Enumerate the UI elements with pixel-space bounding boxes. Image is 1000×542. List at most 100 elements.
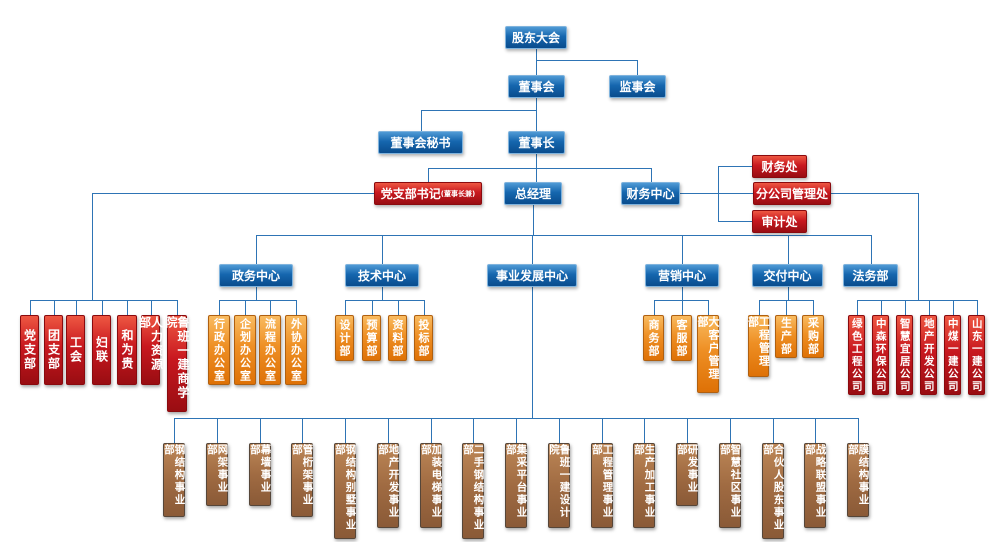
node-branch-company-admin: 分公司管理处 bbox=[753, 182, 831, 205]
node-marketing-dept-2-label: 大客户管理部 bbox=[696, 316, 720, 381]
node-party-org-0-label: 党支部 bbox=[22, 329, 37, 371]
connector-line bbox=[905, 300, 906, 315]
node-party-branch-secretary: 党支部书记 (董事长兼) bbox=[374, 182, 482, 205]
node-delivery-dept-2-label: 采购部 bbox=[806, 317, 820, 356]
connector-line bbox=[682, 235, 683, 264]
connector-line bbox=[788, 235, 789, 264]
node-business-unit-3-label: 管桁架事业部 bbox=[291, 444, 314, 507]
node-tech-dept-2-label: 资料部 bbox=[391, 318, 404, 358]
node-party-org-3: 妇联 bbox=[92, 315, 111, 385]
connector-line bbox=[245, 300, 246, 315]
connector-line bbox=[217, 418, 218, 443]
connector-line bbox=[559, 418, 560, 443]
node-chairman: 董事长 bbox=[508, 131, 565, 154]
connector-line bbox=[532, 235, 533, 264]
node-center-0: 政务中心 bbox=[219, 264, 293, 287]
node-business-unit-16: 膜结构事业部 bbox=[847, 443, 870, 517]
node-party-org-1-label: 团支部 bbox=[46, 329, 61, 371]
node-party-branch-secretary-note: (董事长兼) bbox=[440, 189, 476, 198]
node-admin-office-0-label: 行政办公室 bbox=[212, 317, 226, 383]
connector-line bbox=[602, 418, 603, 443]
node-business-unit-7: 二手钢结构事业部 bbox=[462, 443, 485, 539]
connector-line bbox=[918, 193, 919, 300]
node-business-unit-1: 网架事业部 bbox=[206, 443, 229, 506]
node-business-unit-15-label: 战略联盟事业部 bbox=[804, 444, 827, 519]
node-center-1-label: 技术中心 bbox=[357, 269, 406, 283]
node-board-of-directors: 董事会 bbox=[508, 75, 565, 98]
node-admin-office-2: 流程办公室 bbox=[259, 315, 281, 385]
node-tech-dept-3-label: 投标部 bbox=[417, 318, 430, 358]
node-admin-office-3-label: 外协办公室 bbox=[289, 317, 303, 383]
node-finance-center: 财务中心 bbox=[621, 182, 680, 205]
node-party-org-3-label: 妇联 bbox=[94, 336, 109, 364]
connector-line bbox=[151, 300, 152, 315]
node-business-unit-16-label: 膜结构事业部 bbox=[847, 444, 870, 507]
node-center-5-label: 法务部 bbox=[852, 269, 889, 283]
connector-line bbox=[421, 110, 536, 111]
node-marketing-dept-2: 大客户管理部 bbox=[696, 315, 720, 393]
node-marketing-dept-1: 客服部 bbox=[671, 315, 692, 361]
connector-line bbox=[637, 60, 638, 75]
connector-line bbox=[651, 168, 652, 182]
connector-line bbox=[382, 235, 383, 264]
connector-line bbox=[718, 166, 752, 167]
node-shareholders-meeting-label: 股东大会 bbox=[511, 31, 560, 45]
connector-line bbox=[431, 418, 432, 443]
node-center-2: 事业发展中心 bbox=[487, 264, 577, 287]
node-business-unit-14-label: 合伙人股东事业部 bbox=[762, 444, 785, 532]
node-party-org-4-label: 和为贵 bbox=[120, 329, 134, 371]
node-board-secretary: 董事会秘书 bbox=[378, 131, 463, 154]
node-subsidiary-3: 地产开发公司 bbox=[920, 315, 937, 395]
node-delivery-dept-2: 采购部 bbox=[802, 315, 824, 358]
node-subsidiary-5: 山东一建公司 bbox=[968, 315, 985, 395]
node-business-unit-6-label: 加装电梯事业部 bbox=[420, 444, 443, 519]
node-admin-office-3: 外协办公室 bbox=[285, 315, 307, 385]
connector-line bbox=[977, 300, 978, 315]
node-center-4-label: 交付中心 bbox=[763, 269, 812, 283]
connector-line bbox=[718, 221, 752, 222]
connector-line bbox=[536, 110, 537, 131]
connector-line bbox=[260, 418, 261, 443]
node-tech-dept-0: 设计部 bbox=[335, 315, 354, 361]
node-supervisory-board-label: 监事会 bbox=[619, 80, 656, 94]
node-finance-center-label: 财务中心 bbox=[626, 187, 675, 201]
node-business-unit-12-label: 研发事业部 bbox=[676, 444, 699, 494]
connector-line bbox=[858, 418, 859, 443]
node-business-unit-0: 钢结构事业部 bbox=[163, 443, 186, 517]
node-business-unit-11: 生产加工事业部 bbox=[633, 443, 656, 528]
node-subsidiary-2: 智慧宜居公司 bbox=[896, 315, 913, 395]
node-business-unit-7-label: 二手钢结构事业部 bbox=[462, 444, 485, 532]
connector-line bbox=[372, 300, 373, 315]
node-business-unit-4-label: 钢结构别墅事业部 bbox=[334, 444, 357, 532]
connector-line bbox=[428, 168, 429, 182]
node-finance-office: 财务处 bbox=[752, 155, 807, 178]
connector-line bbox=[929, 300, 930, 315]
connector-line bbox=[773, 418, 774, 443]
node-party-org-5-label: 人力资源部 bbox=[137, 316, 164, 372]
connector-line bbox=[302, 418, 303, 443]
connector-line bbox=[30, 300, 31, 315]
connector-line bbox=[533, 205, 534, 235]
connector-line bbox=[536, 60, 637, 61]
connector-line bbox=[813, 300, 814, 315]
node-subsidiary-3-label: 地产开发公司 bbox=[922, 317, 935, 393]
node-admin-office-1: 企划办公室 bbox=[234, 315, 256, 385]
node-business-unit-2: 幕墙事业部 bbox=[249, 443, 272, 506]
node-tech-dept-3: 投标部 bbox=[414, 315, 433, 361]
connector-line bbox=[759, 300, 760, 315]
node-business-unit-9: 鲁班一建设计院 bbox=[548, 443, 571, 528]
connector-line bbox=[687, 418, 688, 443]
node-business-unit-14: 合伙人股东事业部 bbox=[762, 443, 785, 539]
connector-line bbox=[532, 287, 533, 418]
node-center-2-label: 事业发展中心 bbox=[495, 269, 568, 283]
node-party-branch-secretary-label: 党支部书记 bbox=[380, 187, 441, 201]
node-business-unit-8-label: 集采平台事业部 bbox=[505, 444, 528, 519]
node-center-4: 交付中心 bbox=[752, 264, 823, 287]
connector-line bbox=[102, 300, 103, 315]
node-tech-dept-0-label: 设计部 bbox=[338, 318, 351, 358]
node-admin-office-2-label: 流程办公室 bbox=[263, 317, 277, 383]
node-center-1: 技术中心 bbox=[345, 264, 419, 287]
connector-line bbox=[516, 418, 517, 443]
connector-line bbox=[654, 300, 655, 315]
node-business-unit-13-label: 智慧社区事业部 bbox=[719, 444, 742, 519]
